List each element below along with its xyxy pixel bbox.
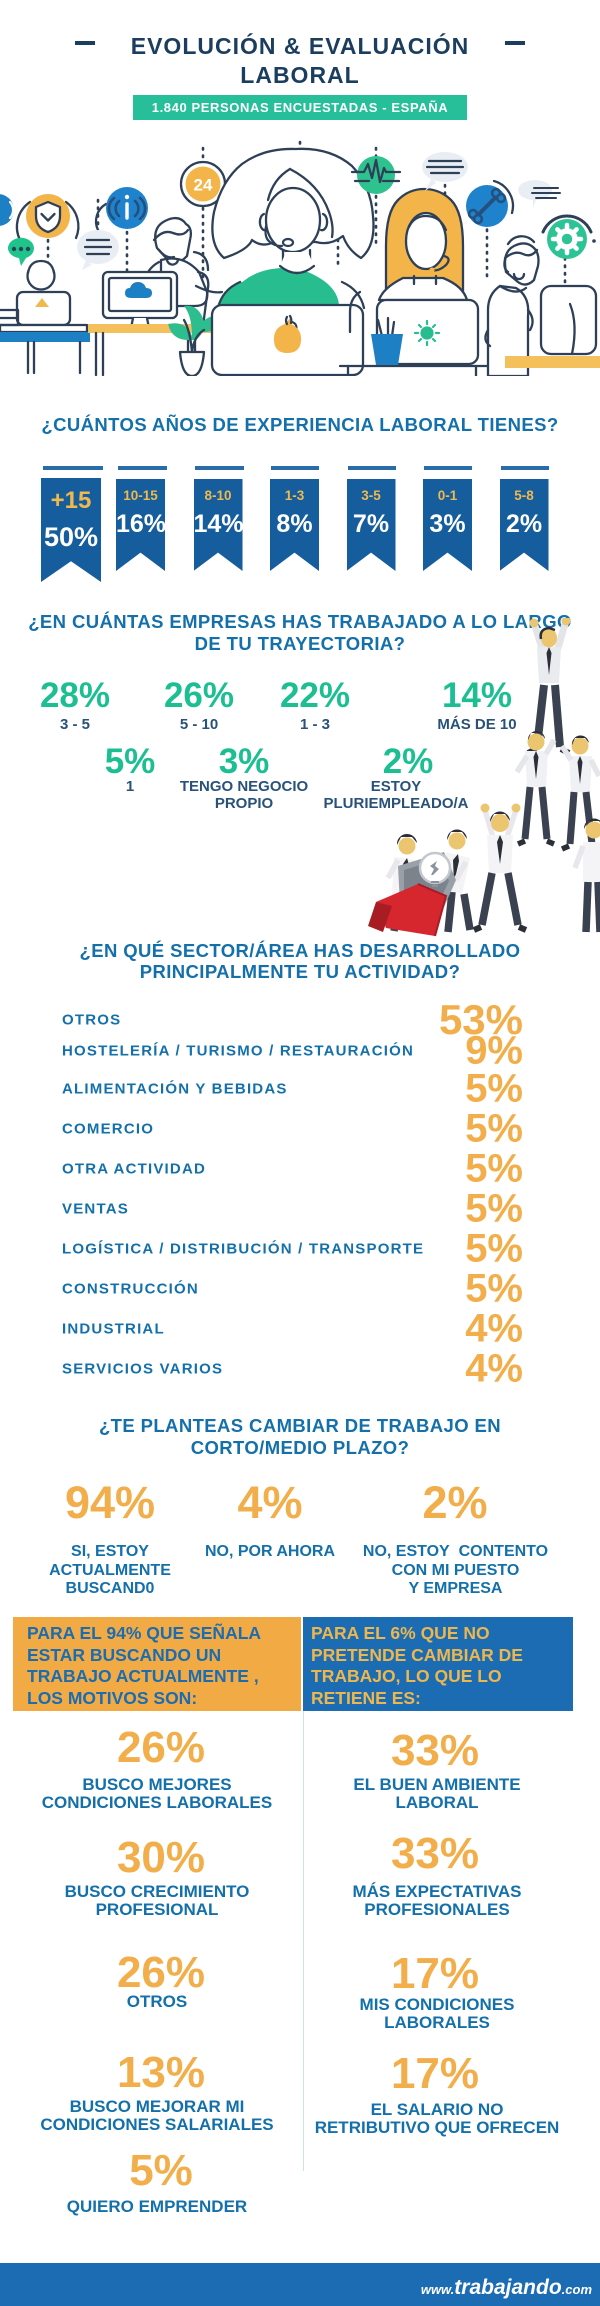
svg-text:24: 24	[194, 176, 213, 195]
